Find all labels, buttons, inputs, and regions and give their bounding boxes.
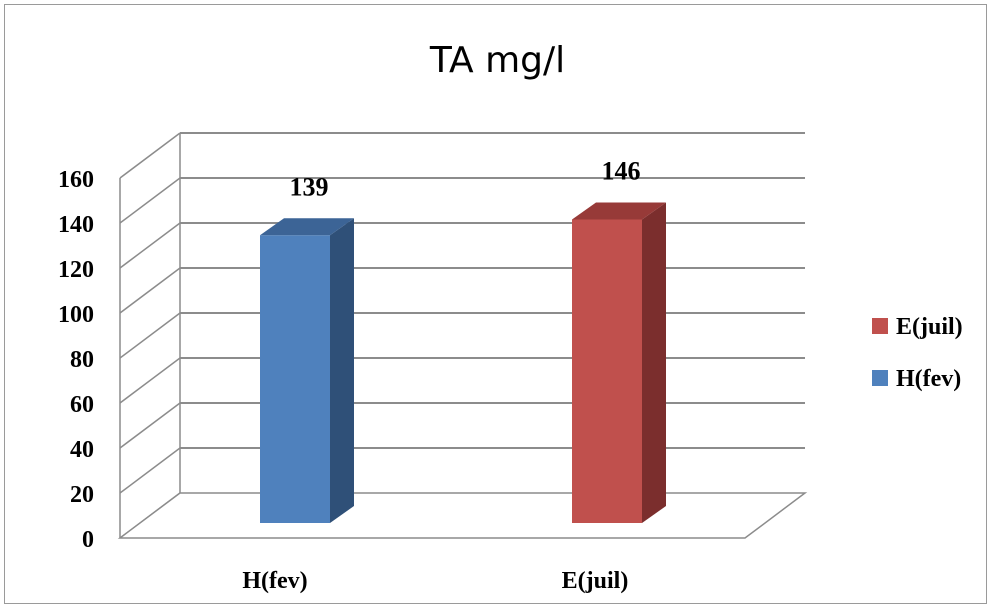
bar-front [572,219,642,523]
side-grid-line [119,447,181,494]
side-grid-line [119,132,181,179]
data-label: 146 [602,157,641,186]
y-tick-label: 20 [70,482,94,508]
legend-swatch [872,370,888,386]
y-tick-label: 80 [70,347,94,373]
y-tick-label: 160 [58,167,94,193]
bar-front [260,235,330,523]
y-tick-label: 140 [58,212,94,238]
legend-label: H(fev) [896,366,961,392]
bar-side [330,218,354,523]
legend-label: E(juil) [896,314,963,340]
y-tick-label: 0 [82,527,94,553]
side-grid-line [119,222,181,269]
chart-floor [117,492,808,539]
bar-top [260,218,354,236]
x-tick-label: H(fev) [242,568,307,594]
y-tick-label: 120 [58,257,94,283]
chart-title: TA mg/l [429,40,566,81]
legend-swatch [872,318,888,334]
x-tick-label: E(juil) [562,568,629,594]
data-label: 139 [290,172,329,201]
y-tick-label: 40 [70,437,94,463]
y-tick-label: 100 [58,302,94,328]
side-grid-line [119,267,181,314]
bar-top [572,202,666,220]
side-grid-line [119,177,181,224]
side-grid-line [119,312,181,359]
side-grid-line [119,402,181,449]
bar-side [642,202,666,523]
side-grid-line [119,357,181,404]
y-tick-label: 60 [70,392,94,418]
